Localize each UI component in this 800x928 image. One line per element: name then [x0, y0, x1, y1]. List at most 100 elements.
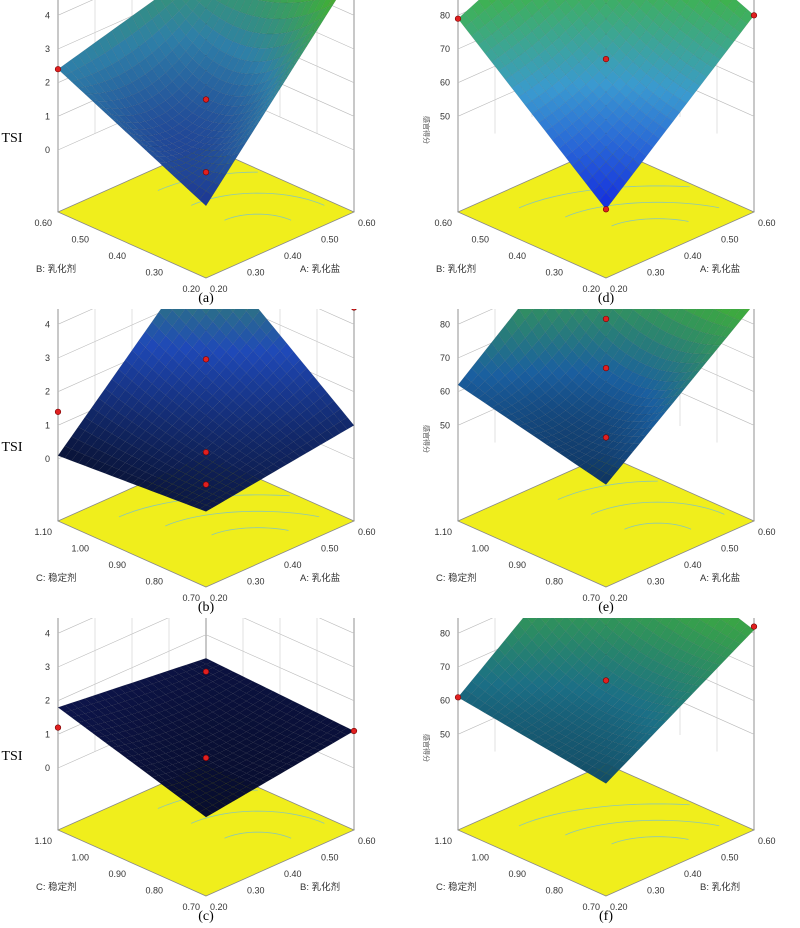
surface-cell: [252, 105, 267, 121]
response-surface: [457, 0, 755, 210]
surface-cell: [599, 309, 613, 320]
surface-cell: [699, 649, 714, 661]
surface-cell: [219, 0, 230, 7]
surface-cell: [279, 424, 294, 437]
surface-cell: [518, 384, 533, 397]
surface-cell: [118, 708, 133, 717]
surface-cell: [199, 375, 213, 390]
surface-cell: [713, 618, 728, 633]
surface-cell: [219, 469, 234, 479]
y-axis-name: B: 乳化剂: [436, 263, 476, 275]
surface-cell: [592, 760, 607, 771]
surface-cell: [693, 633, 708, 647]
surface-cell: [198, 136, 214, 145]
surface-cell: [171, 0, 175, 2]
surface-cell: [252, 88, 267, 104]
z-tick-label: 2: [45, 387, 50, 397]
surface-cell: [599, 91, 613, 106]
surface-cell: [178, 434, 193, 446]
surface-cell: [246, 769, 261, 777]
surface-cell: [706, 618, 721, 629]
surface-cell: [639, 406, 654, 415]
surface-cell: [673, 635, 687, 650]
surface-cell: [293, 727, 308, 736]
surface-cell: [663, 0, 669, 3]
surface-cell: [273, 379, 287, 395]
surface-cell: [646, 671, 661, 684]
surface-cell: [185, 799, 200, 808]
z-tick-label: 70: [440, 353, 450, 363]
surface-cell: [686, 68, 701, 82]
surface-cell: [185, 132, 200, 141]
surface-cell: [273, 334, 287, 352]
floor-contour-line: [191, 810, 325, 824]
surface-cell: [625, 695, 640, 706]
surface-cell: [518, 728, 533, 737]
surface-cell: [639, 718, 654, 727]
surface-cell: [198, 722, 214, 731]
surface-cell: [172, 494, 187, 502]
surface-cell: [198, 730, 214, 738]
z-tick-label: 60: [440, 387, 450, 397]
surface-cell: [531, 0, 533, 1]
surface-cell: [252, 95, 267, 110]
surface-cell: [599, 712, 613, 723]
surface-cell: [542, 309, 550, 314]
surface-cell: [199, 330, 213, 347]
surface-cell: [165, 155, 180, 162]
surface-cell: [205, 748, 220, 756]
panel-label: (d): [598, 291, 615, 306]
surface-cell: [333, 731, 348, 739]
surface-cell: [625, 747, 640, 756]
x-tick-label: 0.20: [610, 284, 628, 294]
surface-cell: [293, 735, 308, 743]
x-axis-name: A: 乳化盐: [700, 263, 741, 275]
surface-cell: [199, 84, 213, 99]
x-axis: 0.20 0.30 0.40 0.50 0.60 A: 乳化盐: [610, 527, 776, 603]
surface-cell: [625, 723, 640, 732]
surface-cell: [740, 624, 755, 638]
surface-cell: [205, 775, 220, 784]
surface-cell: [246, 334, 261, 351]
surface-cell: [212, 103, 227, 115]
surface-cell: [293, 447, 308, 457]
surface-cell: [679, 352, 694, 364]
surface-cell: [693, 353, 708, 364]
surface-cell: [158, 463, 173, 473]
surface-cell: [259, 468, 274, 477]
surface-cell: [673, 14, 687, 30]
surface-cell: [602, 0, 610, 4]
surface-cell: [542, 0, 550, 5]
surface-cell: [652, 380, 667, 391]
surface-cell: [673, 350, 687, 363]
z-tick-label: 70: [440, 662, 450, 672]
surface-cell: [673, 648, 687, 662]
surface-cell: [246, 450, 261, 460]
y-tick-label: 0.50: [471, 235, 489, 245]
y-axis: 0.70 0.80 0.90 1.00 1.10 C: 稳定剂: [34, 527, 200, 603]
surface-cell: [720, 314, 735, 328]
y-tick-label: 0.70: [582, 593, 600, 603]
surface-cell: [286, 724, 301, 733]
floor-contour-line: [211, 527, 289, 536]
x-tick-label: 0.30: [247, 268, 265, 278]
surface-cell: [599, 133, 613, 148]
panel-label: (a): [198, 291, 214, 306]
surface-cell: [246, 696, 261, 705]
surface-cell: [558, 129, 573, 144]
surface-cell: [71, 68, 86, 80]
x-tick-label: 0.60: [358, 218, 376, 228]
surface-cell: [252, 109, 267, 126]
surface-cell: [582, 618, 589, 622]
surface-cell: [558, 443, 573, 451]
surface-cell: [145, 456, 160, 467]
surface-cell: [578, 454, 593, 463]
surface-cell: [273, 18, 287, 35]
x-tick-label: 0.50: [721, 544, 739, 554]
surface-cell: [655, 309, 662, 313]
surface-cell: [198, 504, 214, 512]
surface-cell: [165, 757, 180, 765]
surface-cell: [592, 718, 607, 729]
surface-cell: [599, 63, 613, 79]
surface-cell: [320, 405, 335, 419]
